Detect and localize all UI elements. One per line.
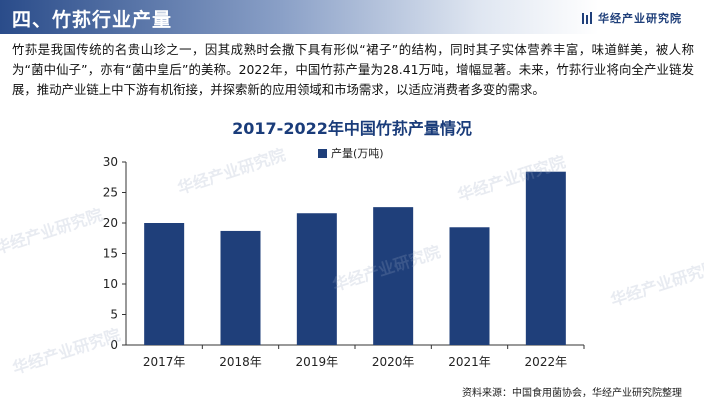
brand: 华经产业研究院	[582, 10, 682, 26]
intro-paragraph: 竹荪是我国传统的名贵山珍之一，因其成熟时会撒下具有形似“裙子”的结构，同时其子实…	[12, 42, 694, 97]
section-title: 四、竹荪行业产量	[12, 9, 173, 31]
x-tick-label: 2017年	[143, 355, 186, 369]
y-tick-label: 15	[103, 247, 118, 261]
x-tick-label: 2022年	[525, 355, 568, 369]
x-tick-label: 2019年	[296, 355, 339, 369]
legend-swatch	[318, 149, 327, 158]
bar-6	[525, 171, 566, 345]
brand-name: 华经产业研究院	[598, 12, 682, 25]
bar-4	[373, 207, 414, 345]
bar-5	[449, 227, 490, 345]
bar-2	[220, 230, 261, 345]
bar-1	[144, 223, 185, 345]
x-tick-label: 2018年	[219, 355, 262, 369]
source-note: 资料来源：中国食用菌协会，华经产业研究院整理	[462, 388, 682, 399]
y-tick-label: 5	[110, 308, 118, 322]
y-tick-label: 25	[103, 186, 118, 200]
chart-title: 2017-2022年中国竹荪产量情况	[232, 119, 472, 138]
legend-label: 产量(万吨)	[331, 146, 384, 160]
y-tick-label: 0	[110, 338, 118, 352]
bar-3	[296, 213, 337, 345]
x-tick-label: 2021年	[448, 355, 491, 369]
bar-stripes-logo-icon	[582, 11, 592, 24]
bar-chart: 0 5 10 15 20 25 30 2017年 2018年 2019年 2020年 2021年 20…	[103, 146, 585, 369]
header-bar: 四、竹荪行业产量 华经产业研究院	[0, 0, 704, 34]
y-tick-label: 30	[103, 155, 118, 169]
y-tick-label: 20	[103, 216, 118, 230]
x-tick-label: 2020年	[372, 355, 415, 369]
y-tick-label: 10	[103, 277, 118, 291]
